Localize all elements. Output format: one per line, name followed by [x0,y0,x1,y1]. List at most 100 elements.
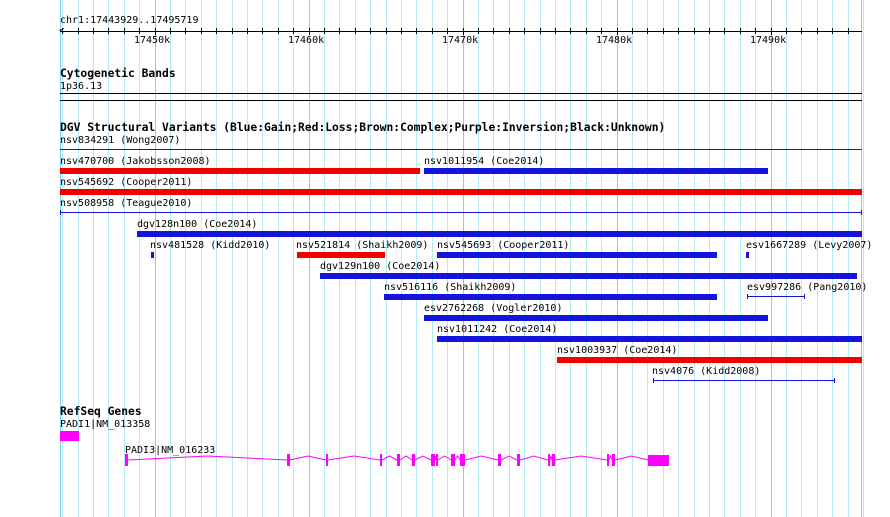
minor-tick [93,28,94,34]
grid-line [678,0,679,517]
feature-dgv129n100[interactable] [320,273,857,279]
minor-tick [216,28,217,34]
grid-line [555,0,556,517]
intron [454,455,461,461]
minor-tick [601,28,602,34]
feature-nsv545692[interactable] [60,189,862,195]
minor-tick [124,28,125,34]
feature-nsv1011242[interactable] [437,336,862,342]
feature-nsv516116[interactable] [384,294,717,300]
grid-line [617,0,618,517]
feature-nsv4076[interactable] [653,380,835,381]
scroll-left-arrow-icon[interactable]: < [59,26,64,37]
feature-label-nsv834291: nsv834291 (Wong2007) [60,135,181,146]
location-label: chr1:17443929..17495719 [60,15,199,26]
feature-label-nsv508958: nsv508958 (Teague2010) [60,198,193,209]
exon [517,454,520,466]
tick-label: 17480k [596,35,633,46]
feature-label-esv2762268: esv2762268 (Vogler2010) [424,303,563,314]
minor-tick [370,28,371,34]
exon [287,454,290,466]
gene-label-padi3: PADI3|NM_016233 [125,445,216,456]
minor-tick [185,28,186,34]
intron [414,455,432,461]
minor-tick [647,28,648,34]
feature-label-nsv516116: nsv516116 (Shaikh2009) [384,282,517,293]
tick-label: 17460k [288,35,325,46]
exon [412,454,415,466]
feature-label-nsv1011242: nsv1011242 (Coe2014) [437,324,558,335]
grid-line [493,0,494,517]
tick-label: 17450k [134,35,171,46]
minor-tick [740,28,741,34]
gene-label-padi1: PADI1|NM_013358 [60,419,151,430]
minor-tick [678,28,679,34]
feature-label-dgv128n100: dgv128n100 (Coe2014) [137,219,258,230]
grid-line [740,0,741,517]
grid-line [401,0,402,517]
feature-label-esv997286: esv997286 (Pang2010) [747,282,868,293]
grid-line [155,0,156,517]
intron [608,454,613,461]
exon [612,454,615,466]
exon [648,455,669,466]
intron [381,455,398,461]
feature-dgv128n100[interactable] [137,231,862,237]
grid-line [478,0,479,517]
feature-nsv1011954[interactable] [424,168,768,174]
exon [498,454,501,466]
minor-tick [78,28,79,34]
exon [460,454,465,466]
exon [607,454,609,466]
gene-padi1[interactable] [60,431,79,441]
grid-line [170,0,171,517]
grid-line [185,0,186,517]
gene-padi3[interactable] [0,450,890,475]
minor-tick [540,28,541,34]
feature-esv1667289[interactable] [746,252,749,258]
feature-esv997286[interactable] [747,296,805,297]
grid-line [755,0,756,517]
feature-nsv521814[interactable] [297,252,385,258]
minor-tick [586,28,587,34]
feature-nsv470700[interactable] [60,168,420,174]
minor-tick [493,28,494,34]
minor-tick [201,28,202,34]
feature-nsv834291[interactable] [60,149,862,150]
feature-nsv545693[interactable] [437,252,717,258]
tick-label: 17470k [442,35,479,46]
grid-line [278,0,279,517]
grid-line [463,0,464,517]
grid-line [124,0,125,517]
intron [464,455,499,461]
grid-line [201,0,202,517]
intron [614,455,649,461]
intron [327,455,381,461]
grid-line [709,0,710,517]
grid-line [601,0,602,517]
grid-line [60,0,61,517]
intron [127,455,288,461]
exon [380,454,382,466]
feature-nsv481528[interactable] [151,252,154,258]
minor-tick [724,28,725,34]
cytobands-track-title: Cytogenetic Bands [60,67,176,80]
feature-nsv508958[interactable] [60,212,862,213]
feature-nsv1003937[interactable] [557,357,862,363]
minor-tick [416,28,417,34]
feature-esv2762268[interactable] [424,315,768,321]
minor-tick [694,28,695,34]
grid-line [570,0,571,517]
tick-label: 17490k [750,35,787,46]
intron [519,455,549,461]
grid-line [309,0,310,517]
minor-tick [478,28,479,34]
minor-tick [524,28,525,34]
minor-tick [401,28,402,34]
minor-tick [709,28,710,34]
major-tick [463,28,464,35]
minor-tick [555,28,556,34]
exon [451,454,455,466]
feature-label-nsv1003937: nsv1003937 (Coe2014) [557,345,678,356]
